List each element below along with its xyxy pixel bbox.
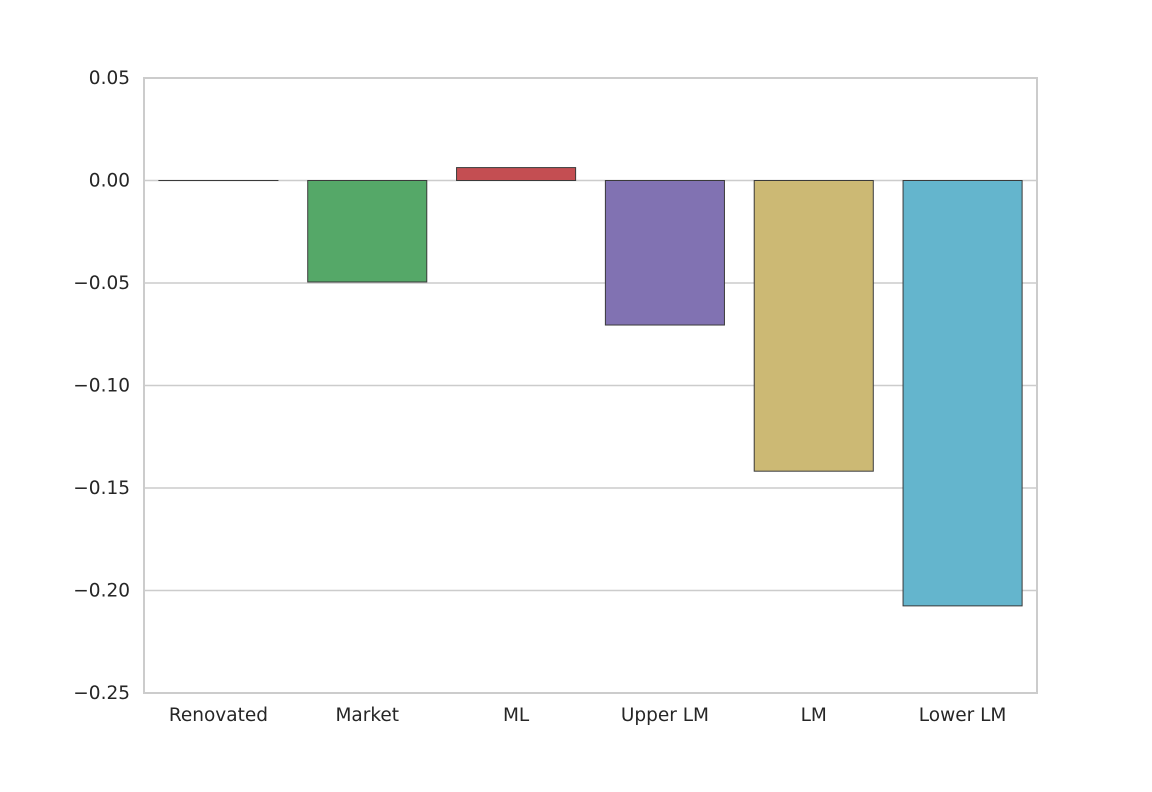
y-tick-label: −0.25 [73,683,130,704]
plot-frame [143,77,1038,694]
bars [158,167,1023,607]
x-tick-label: Market [335,705,399,726]
x-tick-label: Upper LM [621,705,709,726]
bar-lower-lm [902,180,1023,607]
bar-lm [753,180,874,472]
y-tick-label: 0.05 [89,68,130,89]
bar-ml [456,167,577,182]
bar-market [307,180,428,283]
y-tick-label: −0.10 [73,376,130,397]
x-tick-label: Lower LM [919,705,1007,726]
y-tick-label: −0.20 [73,581,130,602]
x-tick-label: Renovated [169,705,268,726]
x-tick-label: ML [503,705,530,726]
x-tick-label: LM [801,705,827,726]
y-tick-label: −0.15 [73,478,130,499]
y-tick-label: 0.00 [89,171,130,192]
y-tick-label: −0.05 [73,273,130,294]
bar-upper-lm [604,180,725,326]
x-axis-ticks: Renovated Market ML Upper LM LM Lower LM [169,705,1007,726]
y-axis-ticks: 0.05 0.00 −0.05 −0.10 −0.15 −0.20 −0.25 [73,68,130,704]
